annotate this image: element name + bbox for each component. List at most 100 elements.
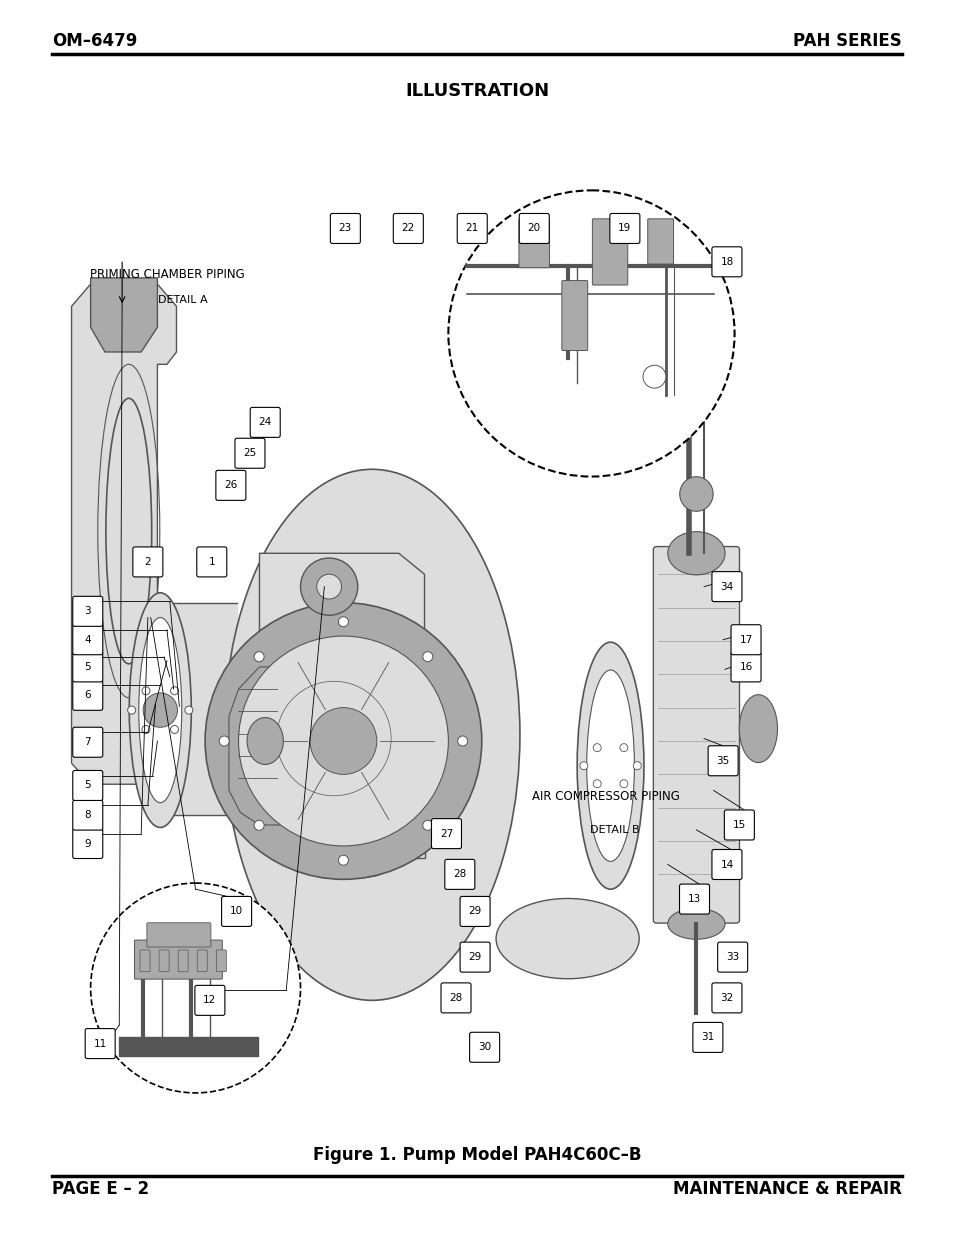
Text: 23: 23	[338, 224, 352, 233]
Circle shape	[338, 856, 348, 866]
FancyBboxPatch shape	[609, 214, 639, 243]
Polygon shape	[71, 284, 176, 784]
FancyBboxPatch shape	[723, 810, 754, 840]
Circle shape	[642, 366, 665, 388]
FancyBboxPatch shape	[647, 219, 673, 264]
FancyBboxPatch shape	[393, 214, 423, 243]
FancyBboxPatch shape	[72, 800, 103, 830]
FancyBboxPatch shape	[456, 214, 487, 243]
Text: 12: 12	[203, 995, 216, 1005]
Ellipse shape	[586, 671, 634, 862]
FancyBboxPatch shape	[159, 950, 169, 972]
Text: 29: 29	[468, 952, 481, 962]
Text: 1: 1	[209, 557, 214, 567]
Text: OM–6479: OM–6479	[52, 32, 137, 49]
Text: 13: 13	[687, 894, 700, 904]
FancyBboxPatch shape	[679, 884, 709, 914]
FancyBboxPatch shape	[444, 860, 475, 889]
Circle shape	[142, 687, 150, 695]
Text: 17: 17	[739, 635, 752, 645]
FancyBboxPatch shape	[730, 625, 760, 655]
FancyBboxPatch shape	[132, 547, 163, 577]
Text: 9: 9	[85, 839, 91, 848]
Ellipse shape	[224, 469, 519, 1000]
Text: Figure 1. Pump Model PAH4C60C–B: Figure 1. Pump Model PAH4C60C–B	[313, 1146, 640, 1163]
Circle shape	[448, 190, 734, 477]
FancyBboxPatch shape	[711, 247, 741, 277]
Text: 22: 22	[401, 224, 415, 233]
Text: 21: 21	[465, 224, 478, 233]
Ellipse shape	[739, 694, 777, 762]
Point	[246, 734, 257, 748]
Point	[259, 721, 271, 736]
FancyBboxPatch shape	[730, 652, 760, 682]
Text: 15: 15	[732, 820, 745, 830]
Circle shape	[316, 574, 341, 599]
Circle shape	[300, 558, 357, 615]
Text: 7: 7	[85, 737, 91, 747]
Ellipse shape	[130, 593, 192, 827]
FancyBboxPatch shape	[72, 652, 103, 682]
FancyBboxPatch shape	[592, 219, 627, 285]
Circle shape	[143, 693, 177, 727]
Circle shape	[253, 652, 264, 662]
FancyBboxPatch shape	[518, 214, 549, 243]
FancyBboxPatch shape	[197, 950, 207, 972]
FancyBboxPatch shape	[711, 983, 741, 1013]
Circle shape	[185, 706, 193, 714]
FancyBboxPatch shape	[459, 897, 490, 926]
Circle shape	[310, 708, 376, 774]
Text: 28: 28	[453, 869, 466, 879]
Circle shape	[142, 725, 150, 734]
FancyBboxPatch shape	[440, 983, 471, 1013]
FancyBboxPatch shape	[250, 408, 280, 437]
Point	[259, 746, 271, 761]
Circle shape	[128, 706, 135, 714]
Circle shape	[593, 743, 600, 752]
Polygon shape	[91, 278, 157, 352]
Point	[273, 734, 284, 748]
FancyBboxPatch shape	[134, 940, 222, 979]
Circle shape	[593, 779, 600, 788]
Circle shape	[171, 687, 178, 695]
Text: PAGE E – 2: PAGE E – 2	[52, 1181, 150, 1198]
Text: PRIMING CHAMBER PIPING: PRIMING CHAMBER PIPING	[90, 268, 244, 280]
Text: PAH SERIES: PAH SERIES	[792, 32, 901, 49]
FancyBboxPatch shape	[692, 1023, 722, 1052]
FancyBboxPatch shape	[431, 819, 461, 848]
FancyBboxPatch shape	[147, 923, 211, 947]
Text: 2: 2	[145, 557, 151, 567]
Text: AIR COMPRESSOR PIPING: AIR COMPRESSOR PIPING	[532, 790, 679, 803]
FancyBboxPatch shape	[216, 950, 226, 972]
Text: 20: 20	[527, 224, 540, 233]
Circle shape	[619, 779, 627, 788]
Text: 10: 10	[230, 906, 243, 916]
FancyBboxPatch shape	[330, 214, 360, 243]
FancyBboxPatch shape	[215, 471, 246, 500]
Text: 4: 4	[85, 635, 91, 645]
Circle shape	[422, 652, 433, 662]
Circle shape	[422, 820, 433, 830]
FancyBboxPatch shape	[72, 727, 103, 757]
Text: 30: 30	[477, 1042, 491, 1052]
FancyBboxPatch shape	[140, 950, 150, 972]
Ellipse shape	[305, 642, 429, 877]
Ellipse shape	[496, 899, 639, 978]
Text: 3: 3	[85, 606, 91, 616]
Text: 31: 31	[700, 1032, 714, 1042]
Text: MAINTENANCE & REPAIR: MAINTENANCE & REPAIR	[672, 1181, 901, 1198]
Text: 25: 25	[243, 448, 256, 458]
Ellipse shape	[247, 718, 283, 764]
Text: 26: 26	[224, 480, 237, 490]
Ellipse shape	[667, 909, 724, 939]
Circle shape	[238, 636, 448, 846]
Text: 5: 5	[85, 781, 91, 790]
FancyBboxPatch shape	[234, 438, 265, 468]
Ellipse shape	[577, 642, 643, 889]
Circle shape	[579, 762, 587, 769]
Text: 29: 29	[468, 906, 481, 916]
Circle shape	[171, 725, 178, 734]
Ellipse shape	[139, 618, 181, 803]
Circle shape	[633, 762, 640, 769]
Polygon shape	[229, 667, 281, 825]
